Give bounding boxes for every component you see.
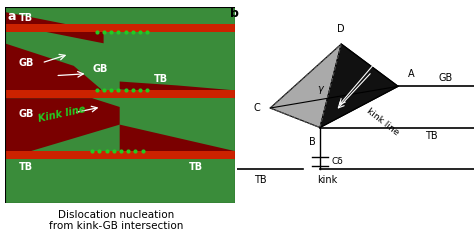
Text: TB: TB: [255, 175, 267, 185]
Bar: [5, 151, 235, 159]
Text: TB: TB: [18, 162, 33, 172]
Polygon shape: [320, 44, 398, 128]
Text: GB: GB: [18, 109, 34, 119]
Text: kink line: kink line: [365, 107, 401, 138]
Text: b: b: [230, 7, 239, 20]
Text: A: A: [408, 69, 414, 79]
Text: TB: TB: [189, 162, 203, 172]
Polygon shape: [5, 12, 104, 43]
Text: GB: GB: [92, 64, 108, 74]
Text: Dislocation nucleation
from kink-GB intersection: Dislocation nucleation from kink-GB inte…: [49, 210, 183, 231]
Text: TB: TB: [154, 74, 168, 84]
Polygon shape: [5, 98, 119, 159]
Polygon shape: [270, 44, 341, 128]
Polygon shape: [119, 125, 235, 159]
Text: Kink line: Kink line: [37, 104, 86, 124]
Text: kink: kink: [317, 175, 337, 185]
Polygon shape: [5, 43, 101, 98]
Text: Cδ: Cδ: [332, 157, 344, 166]
Text: GB: GB: [18, 58, 34, 68]
Text: a: a: [7, 10, 16, 23]
Polygon shape: [119, 81, 235, 125]
Text: GB: GB: [438, 73, 453, 83]
Text: γ: γ: [317, 84, 323, 94]
Text: D: D: [337, 24, 345, 34]
Text: B: B: [310, 137, 316, 147]
Bar: [119, 90, 235, 98]
Text: TB: TB: [425, 131, 438, 141]
Text: C: C: [254, 103, 261, 113]
Bar: [5, 24, 235, 32]
Bar: [5, 90, 235, 98]
Text: TB: TB: [18, 13, 33, 23]
